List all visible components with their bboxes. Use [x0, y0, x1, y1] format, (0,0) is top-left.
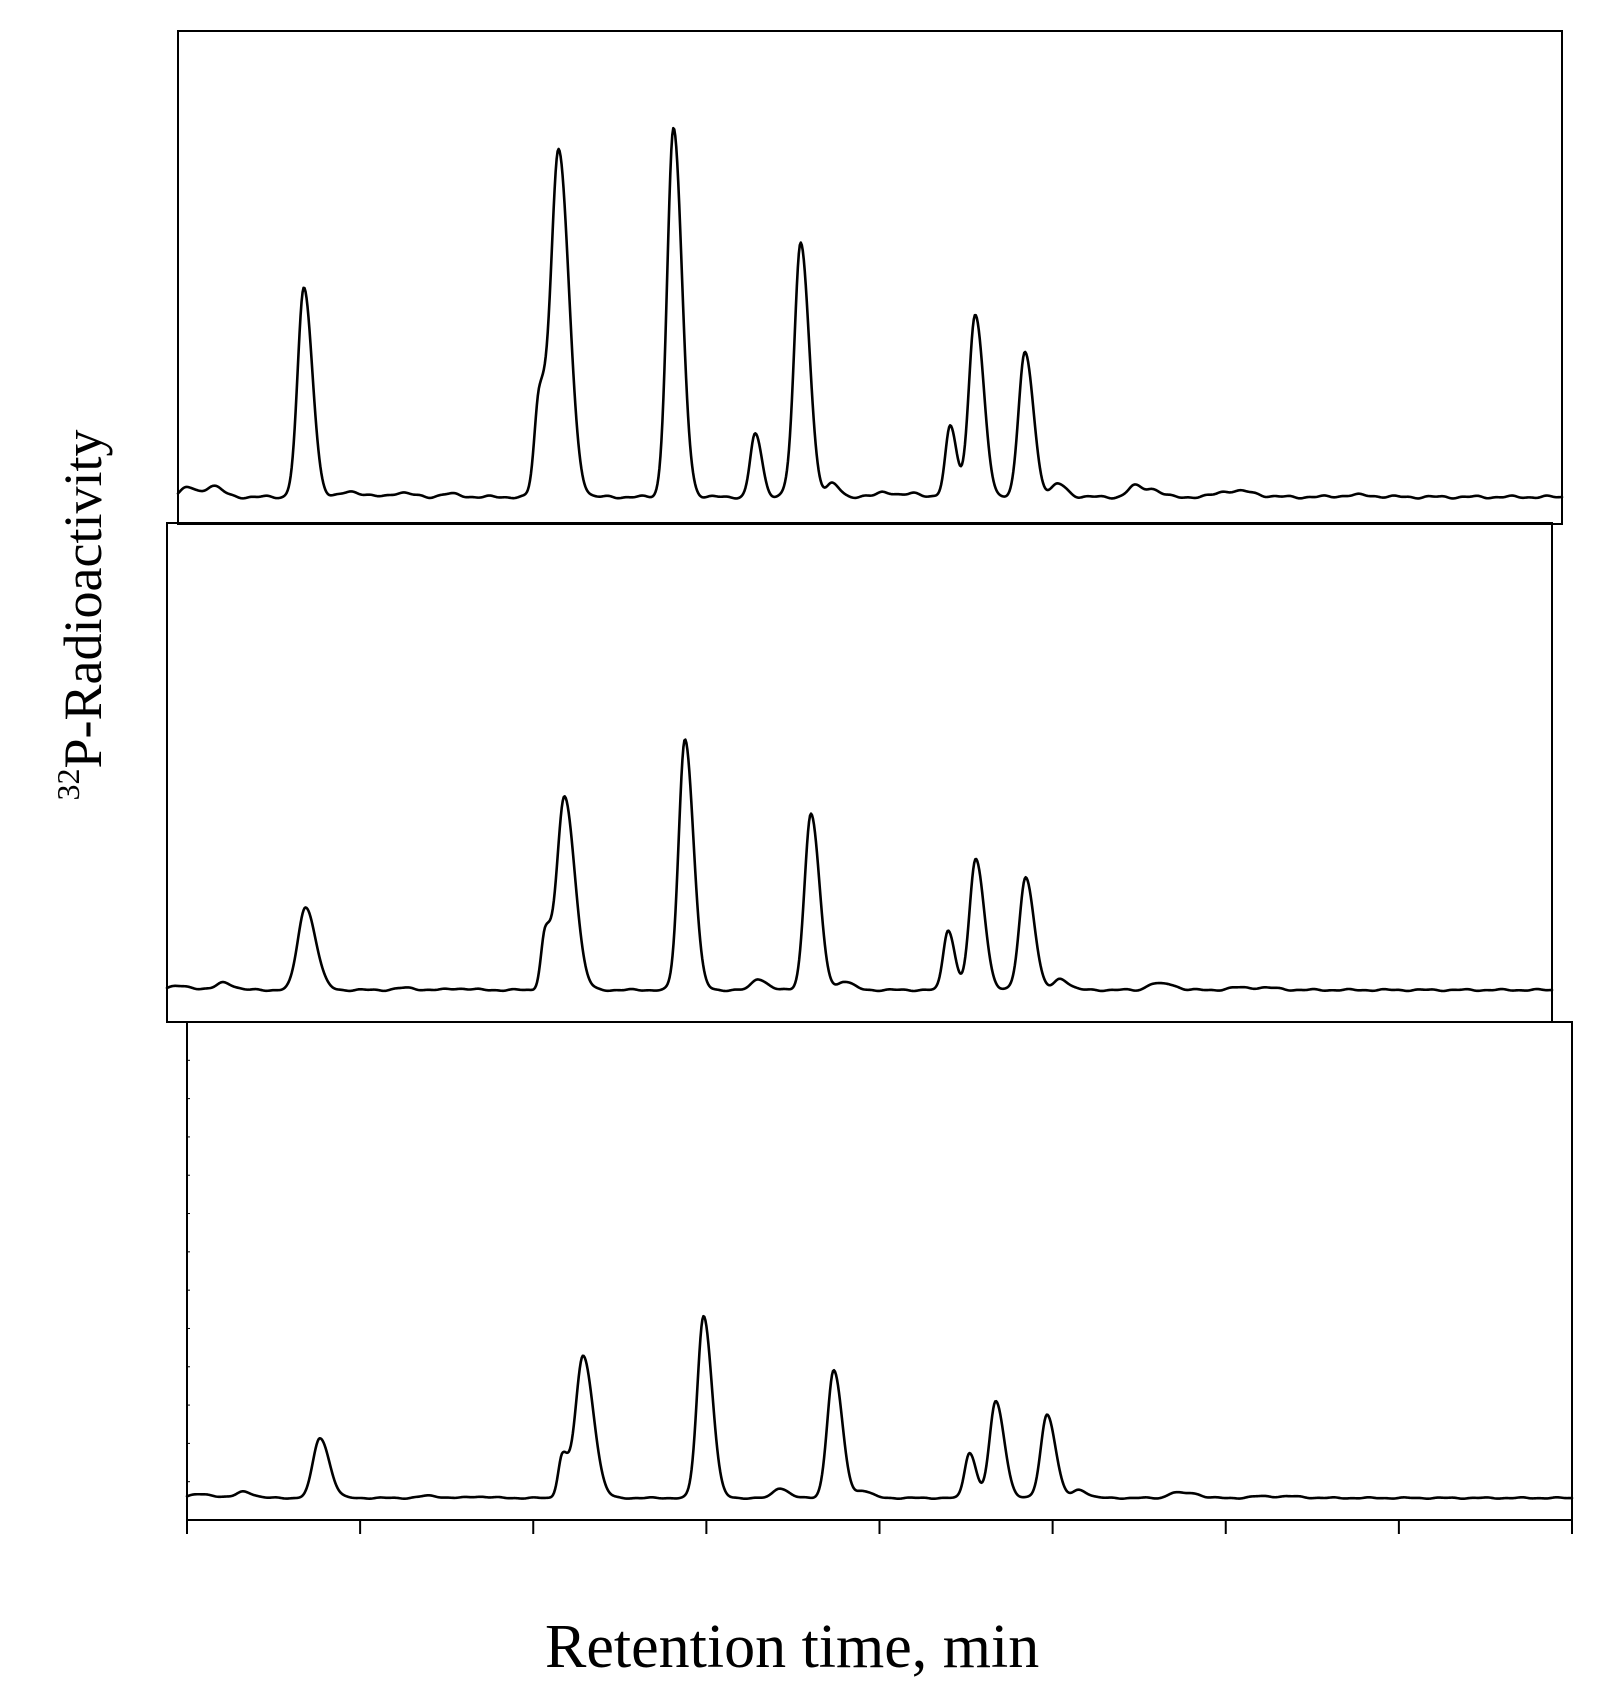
y-axis-label-text: P-Radioactivity: [53, 429, 113, 769]
panel-middle-trace: [165, 738, 1554, 993]
panel-top-frame: [177, 30, 1563, 525]
y-axis-label-isotope: 32: [50, 768, 86, 801]
panel-middle-frame: [166, 522, 1553, 1023]
panel-top-trace: [176, 126, 1564, 500]
panel-bottom-frame: [186, 1021, 1573, 1521]
x-axis-label: Retention time, min: [545, 1613, 1040, 1681]
y-axis-label: 32P-Radioactivity: [50, 430, 114, 801]
panel-bottom-trace: [185, 1314, 1574, 1501]
